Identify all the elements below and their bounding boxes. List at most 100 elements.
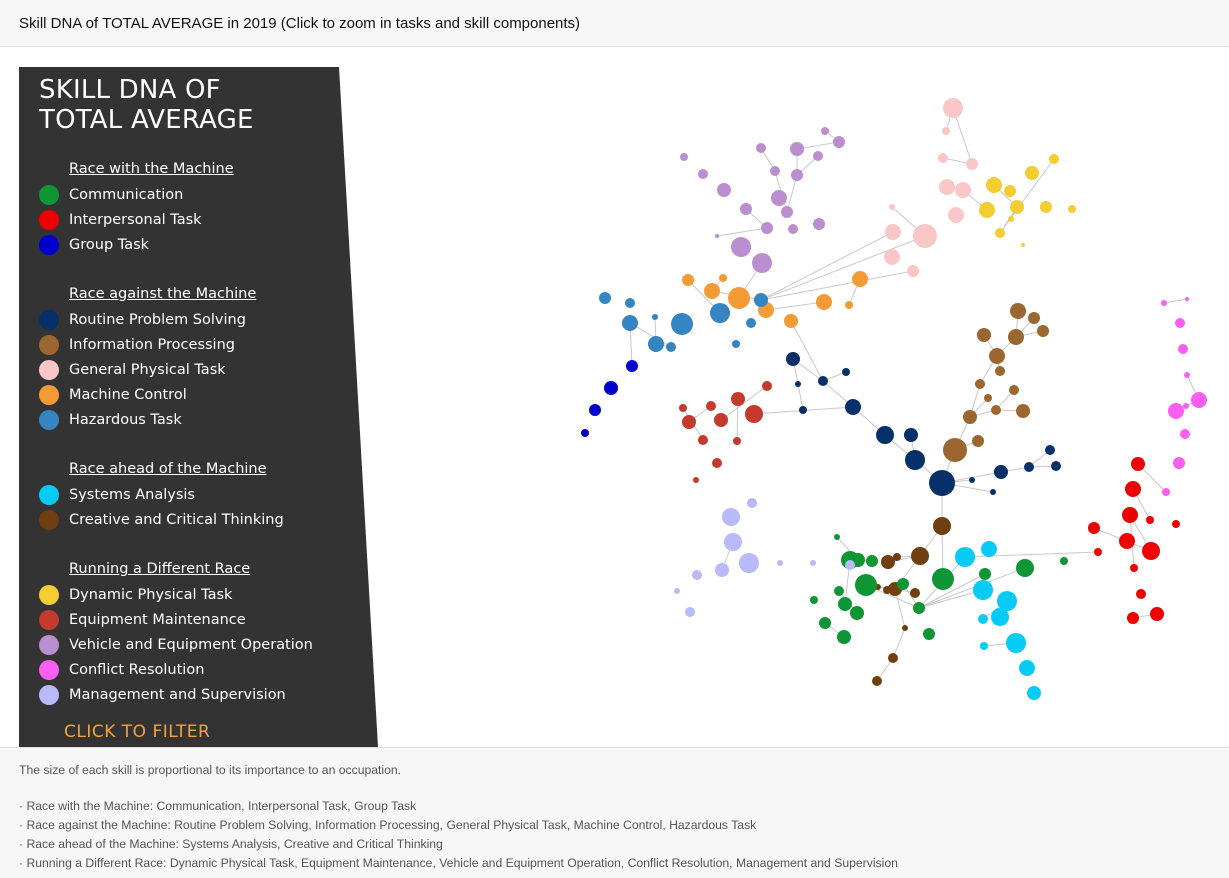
skill-node[interactable]: [1010, 200, 1024, 214]
skill-node[interactable]: [652, 314, 658, 320]
skill-node[interactable]: [1008, 329, 1024, 345]
skill-node[interactable]: [680, 153, 688, 161]
skill-node[interactable]: [762, 381, 772, 391]
skill-node[interactable]: [1068, 205, 1076, 213]
skill-node[interactable]: [1183, 403, 1189, 409]
skill-node[interactable]: [955, 182, 971, 198]
skill-node[interactable]: [1142, 542, 1160, 560]
skill-node[interactable]: [1127, 612, 1139, 624]
skill-node[interactable]: [1185, 297, 1189, 301]
skill-node[interactable]: [781, 206, 793, 218]
skill-node[interactable]: [889, 204, 895, 210]
skill-node[interactable]: [671, 313, 693, 335]
skill-node[interactable]: [837, 630, 851, 644]
skill-node[interactable]: [834, 534, 840, 540]
skill-node[interactable]: [777, 560, 783, 566]
skill-node[interactable]: [872, 676, 882, 686]
skill-node[interactable]: [1184, 372, 1190, 378]
legend-item-group-task[interactable]: Group Task: [39, 232, 234, 257]
skill-node[interactable]: [813, 218, 825, 230]
skill-node[interactable]: [1122, 507, 1138, 523]
skill-node[interactable]: [978, 614, 988, 624]
skill-node[interactable]: [943, 438, 967, 462]
skill-node[interactable]: [1040, 201, 1052, 213]
skill-node[interactable]: [581, 429, 589, 437]
skill-node[interactable]: [948, 207, 964, 223]
skill-node[interactable]: [733, 437, 741, 445]
skill-node[interactable]: [818, 376, 828, 386]
skill-node[interactable]: [911, 547, 929, 565]
skill-node[interactable]: [714, 413, 728, 427]
skill-node[interactable]: [674, 588, 680, 594]
skill-node[interactable]: [715, 234, 719, 238]
legend-item-information-processing[interactable]: Information Processing: [39, 332, 256, 357]
skill-node[interactable]: [712, 458, 722, 468]
skill-node[interactable]: [786, 352, 800, 366]
skill-node[interactable]: [969, 477, 975, 483]
skill-node[interactable]: [929, 470, 955, 496]
skill-node[interactable]: [1024, 462, 1034, 472]
skill-node[interactable]: [625, 298, 635, 308]
skill-node[interactable]: [710, 303, 730, 323]
skill-node[interactable]: [932, 568, 954, 590]
legend-item-general-physical-task[interactable]: General Physical Task: [39, 357, 256, 382]
skill-node[interactable]: [771, 190, 787, 206]
skill-node[interactable]: [821, 127, 829, 135]
skill-node[interactable]: [938, 153, 948, 163]
skill-node[interactable]: [679, 404, 687, 412]
skill-node[interactable]: [995, 366, 1005, 376]
skill-node[interactable]: [884, 249, 900, 265]
legend-item-interpersonal-task[interactable]: Interpersonal Task: [39, 207, 234, 232]
skill-node[interactable]: [995, 228, 1005, 238]
skill-node[interactable]: [888, 653, 898, 663]
skill-node[interactable]: [682, 274, 694, 286]
skill-node[interactable]: [1162, 488, 1170, 496]
skill-node[interactable]: [981, 541, 997, 557]
skill-node[interactable]: [788, 224, 798, 234]
skill-node[interactable]: [979, 202, 995, 218]
skill-node[interactable]: [698, 435, 708, 445]
skill-node[interactable]: [1027, 686, 1041, 700]
skill-node[interactable]: [604, 381, 618, 395]
skill-node[interactable]: [698, 169, 708, 179]
skill-node[interactable]: [904, 428, 918, 442]
skill-node[interactable]: [1130, 564, 1138, 572]
skill-node[interactable]: [991, 608, 1009, 626]
skill-node[interactable]: [1088, 522, 1100, 534]
legend-item-vehicle-equipment-operation[interactable]: Vehicle and Equipment Operation: [39, 632, 313, 657]
skill-node[interactable]: [991, 405, 1001, 415]
skill-node[interactable]: [704, 283, 720, 299]
skill-node[interactable]: [966, 158, 978, 170]
skill-node[interactable]: [913, 224, 937, 248]
skill-node[interactable]: [715, 563, 729, 577]
skill-node[interactable]: [989, 348, 1005, 364]
legend-item-hazardous-task[interactable]: Hazardous Task: [39, 407, 256, 432]
skill-node[interactable]: [589, 404, 601, 416]
skill-node[interactable]: [997, 591, 1017, 611]
skill-node[interactable]: [980, 642, 988, 650]
skill-node[interactable]: [731, 392, 745, 406]
skill-node[interactable]: [795, 381, 801, 387]
skill-node[interactable]: [756, 143, 766, 153]
skill-node[interactable]: [740, 203, 752, 215]
skill-node[interactable]: [1010, 303, 1026, 319]
skill-node[interactable]: [810, 560, 816, 566]
skill-node[interactable]: [819, 617, 831, 629]
skill-node[interactable]: [1008, 216, 1014, 222]
skill-node[interactable]: [893, 553, 901, 561]
click-to-filter-button[interactable]: CLICK TO FILTER: [64, 722, 211, 742]
skill-node[interactable]: [902, 625, 908, 631]
legend-item-routine-problem-solving[interactable]: Routine Problem Solving: [39, 307, 256, 332]
skill-node[interactable]: [923, 628, 935, 640]
skill-node[interactable]: [599, 292, 611, 304]
skill-node[interactable]: [693, 477, 699, 483]
skill-node[interactable]: [1131, 457, 1145, 471]
skill-node[interactable]: [939, 179, 955, 195]
skill-node[interactable]: [1168, 403, 1184, 419]
skill-node[interactable]: [833, 136, 845, 148]
skill-node[interactable]: [885, 224, 901, 240]
skill-node[interactable]: [1028, 312, 1040, 324]
skill-node[interactable]: [732, 340, 740, 348]
skill-node[interactable]: [973, 580, 993, 600]
skill-node[interactable]: [648, 336, 664, 352]
